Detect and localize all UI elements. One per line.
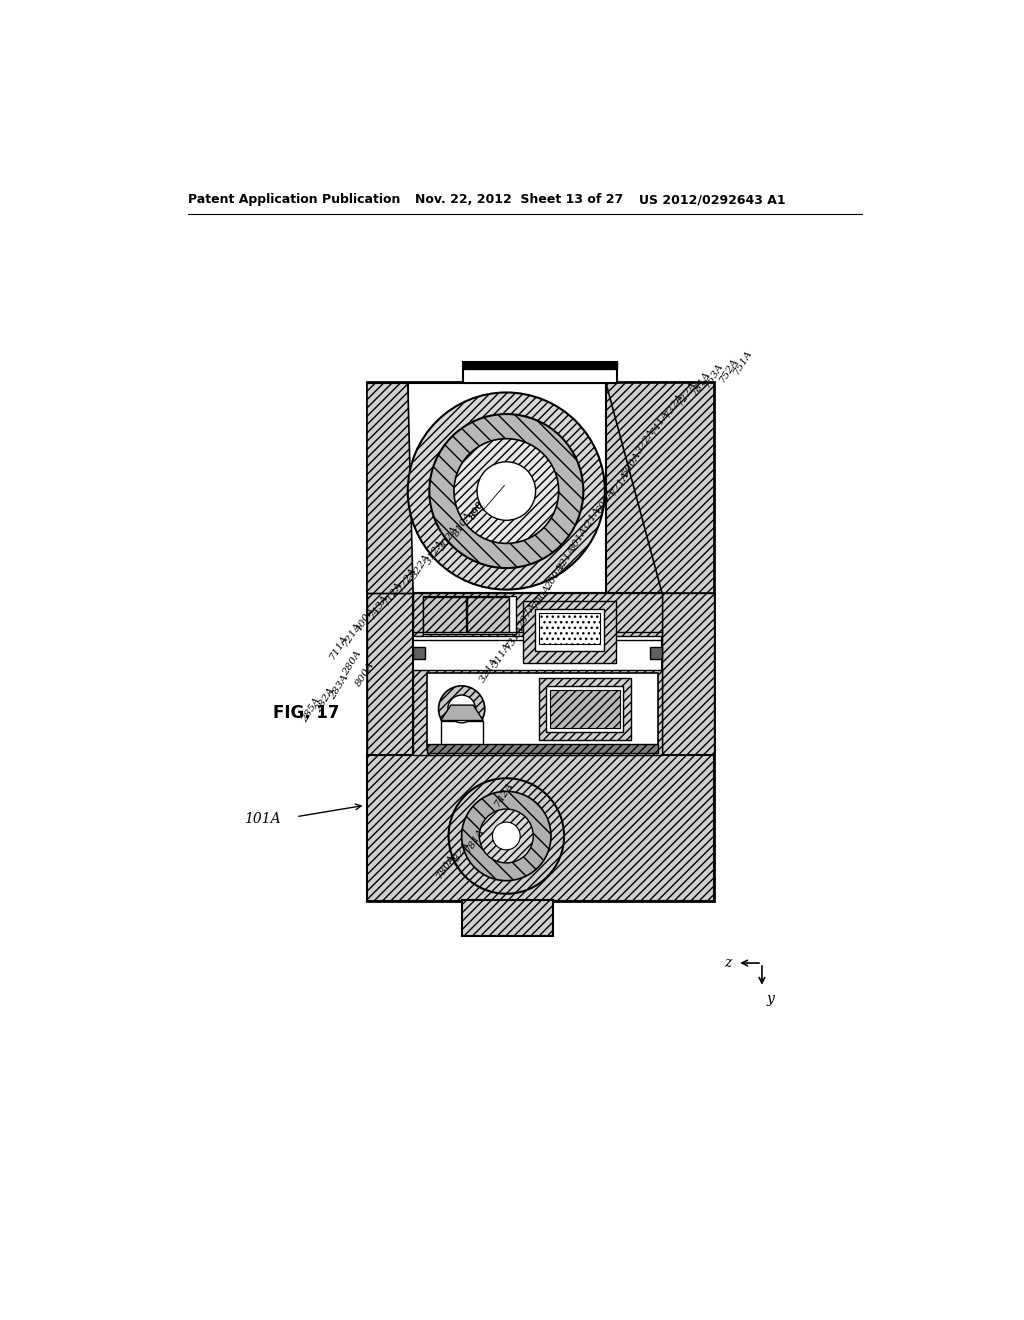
Text: Patent Application Publication: Patent Application Publication bbox=[188, 193, 400, 206]
Text: 700A: 700A bbox=[530, 582, 553, 610]
Circle shape bbox=[438, 686, 484, 733]
Polygon shape bbox=[550, 689, 620, 729]
Bar bbox=[441, 721, 483, 750]
Bar bbox=[413, 594, 662, 755]
Bar bbox=[408, 383, 606, 594]
Text: 280A: 280A bbox=[341, 648, 364, 677]
Bar bbox=[662, 594, 714, 755]
Text: 743A: 743A bbox=[369, 593, 390, 620]
Circle shape bbox=[454, 438, 559, 544]
Text: 751A: 751A bbox=[732, 348, 754, 376]
Text: 322A: 322A bbox=[635, 426, 656, 455]
Text: FIG. 17: FIG. 17 bbox=[273, 704, 340, 722]
Text: 742A: 742A bbox=[493, 780, 515, 808]
Bar bbox=[367, 381, 714, 902]
Bar bbox=[367, 594, 413, 755]
Text: 781A: 781A bbox=[689, 370, 712, 397]
Circle shape bbox=[462, 792, 551, 880]
Text: 753A: 753A bbox=[703, 362, 725, 389]
Text: 301A: 301A bbox=[568, 525, 591, 553]
Text: 712A: 712A bbox=[382, 579, 404, 607]
Bar bbox=[539, 678, 631, 739]
Text: 781A: 781A bbox=[464, 826, 485, 854]
Polygon shape bbox=[413, 671, 662, 755]
Bar bbox=[523, 601, 615, 663]
Bar bbox=[463, 363, 617, 368]
Text: 311A: 311A bbox=[490, 642, 513, 669]
Circle shape bbox=[408, 392, 605, 590]
Bar bbox=[367, 755, 714, 902]
Bar bbox=[650, 647, 662, 659]
Text: 782A: 782A bbox=[450, 840, 471, 867]
Polygon shape bbox=[367, 383, 413, 594]
Text: 321A: 321A bbox=[581, 506, 603, 533]
Text: 283A: 283A bbox=[329, 673, 350, 701]
Text: 721A: 721A bbox=[608, 470, 631, 498]
Text: 600A: 600A bbox=[595, 487, 616, 515]
Text: 732A: 732A bbox=[663, 391, 684, 418]
Text: 780A: 780A bbox=[434, 851, 457, 880]
Text: z: z bbox=[724, 956, 731, 970]
Bar bbox=[535, 609, 604, 651]
Text: 200A: 200A bbox=[544, 564, 566, 591]
Bar bbox=[539, 612, 600, 644]
Text: 322A: 322A bbox=[410, 552, 432, 579]
Bar bbox=[423, 595, 515, 635]
Bar bbox=[462, 900, 553, 936]
Text: 400A: 400A bbox=[354, 606, 377, 635]
Circle shape bbox=[429, 414, 584, 568]
Text: 890: 890 bbox=[468, 499, 486, 521]
Text: 810A: 810A bbox=[453, 510, 474, 539]
Circle shape bbox=[479, 809, 534, 863]
Text: 800A: 800A bbox=[354, 660, 377, 688]
Polygon shape bbox=[441, 705, 483, 721]
Text: 500A: 500A bbox=[621, 450, 643, 478]
Text: Nov. 22, 2012  Sheet 13 of 27: Nov. 22, 2012 Sheet 13 of 27 bbox=[416, 193, 624, 206]
Text: 711A: 711A bbox=[328, 634, 349, 661]
Text: 321A: 321A bbox=[556, 544, 579, 572]
Bar bbox=[547, 686, 624, 733]
Circle shape bbox=[493, 822, 520, 850]
Text: 752A: 752A bbox=[718, 356, 740, 384]
Text: 722A: 722A bbox=[396, 565, 418, 594]
Text: 741A: 741A bbox=[648, 408, 671, 436]
Text: 101A: 101A bbox=[245, 812, 282, 826]
Bar bbox=[427, 673, 658, 750]
Circle shape bbox=[477, 462, 536, 520]
Text: US 2012/0292643 A1: US 2012/0292643 A1 bbox=[639, 193, 785, 206]
Text: 282A: 282A bbox=[314, 685, 337, 714]
Bar bbox=[463, 363, 617, 383]
Polygon shape bbox=[413, 594, 662, 636]
Text: 890: 890 bbox=[468, 499, 486, 521]
Text: 722A: 722A bbox=[676, 379, 698, 407]
Bar bbox=[413, 647, 425, 659]
Text: 302A: 302A bbox=[437, 524, 460, 552]
Text: 731A: 731A bbox=[504, 623, 526, 651]
Bar bbox=[423, 597, 466, 632]
Text: 287A: 287A bbox=[516, 602, 539, 631]
Text: 721A: 721A bbox=[341, 620, 362, 648]
Text: 285A: 285A bbox=[300, 697, 323, 725]
Circle shape bbox=[447, 696, 475, 723]
Bar bbox=[467, 597, 509, 632]
Circle shape bbox=[449, 779, 564, 894]
Text: 312A: 312A bbox=[424, 537, 445, 566]
Polygon shape bbox=[606, 383, 714, 594]
Text: y: y bbox=[767, 991, 774, 1006]
Bar bbox=[427, 743, 658, 752]
Text: 321A: 321A bbox=[477, 656, 500, 684]
